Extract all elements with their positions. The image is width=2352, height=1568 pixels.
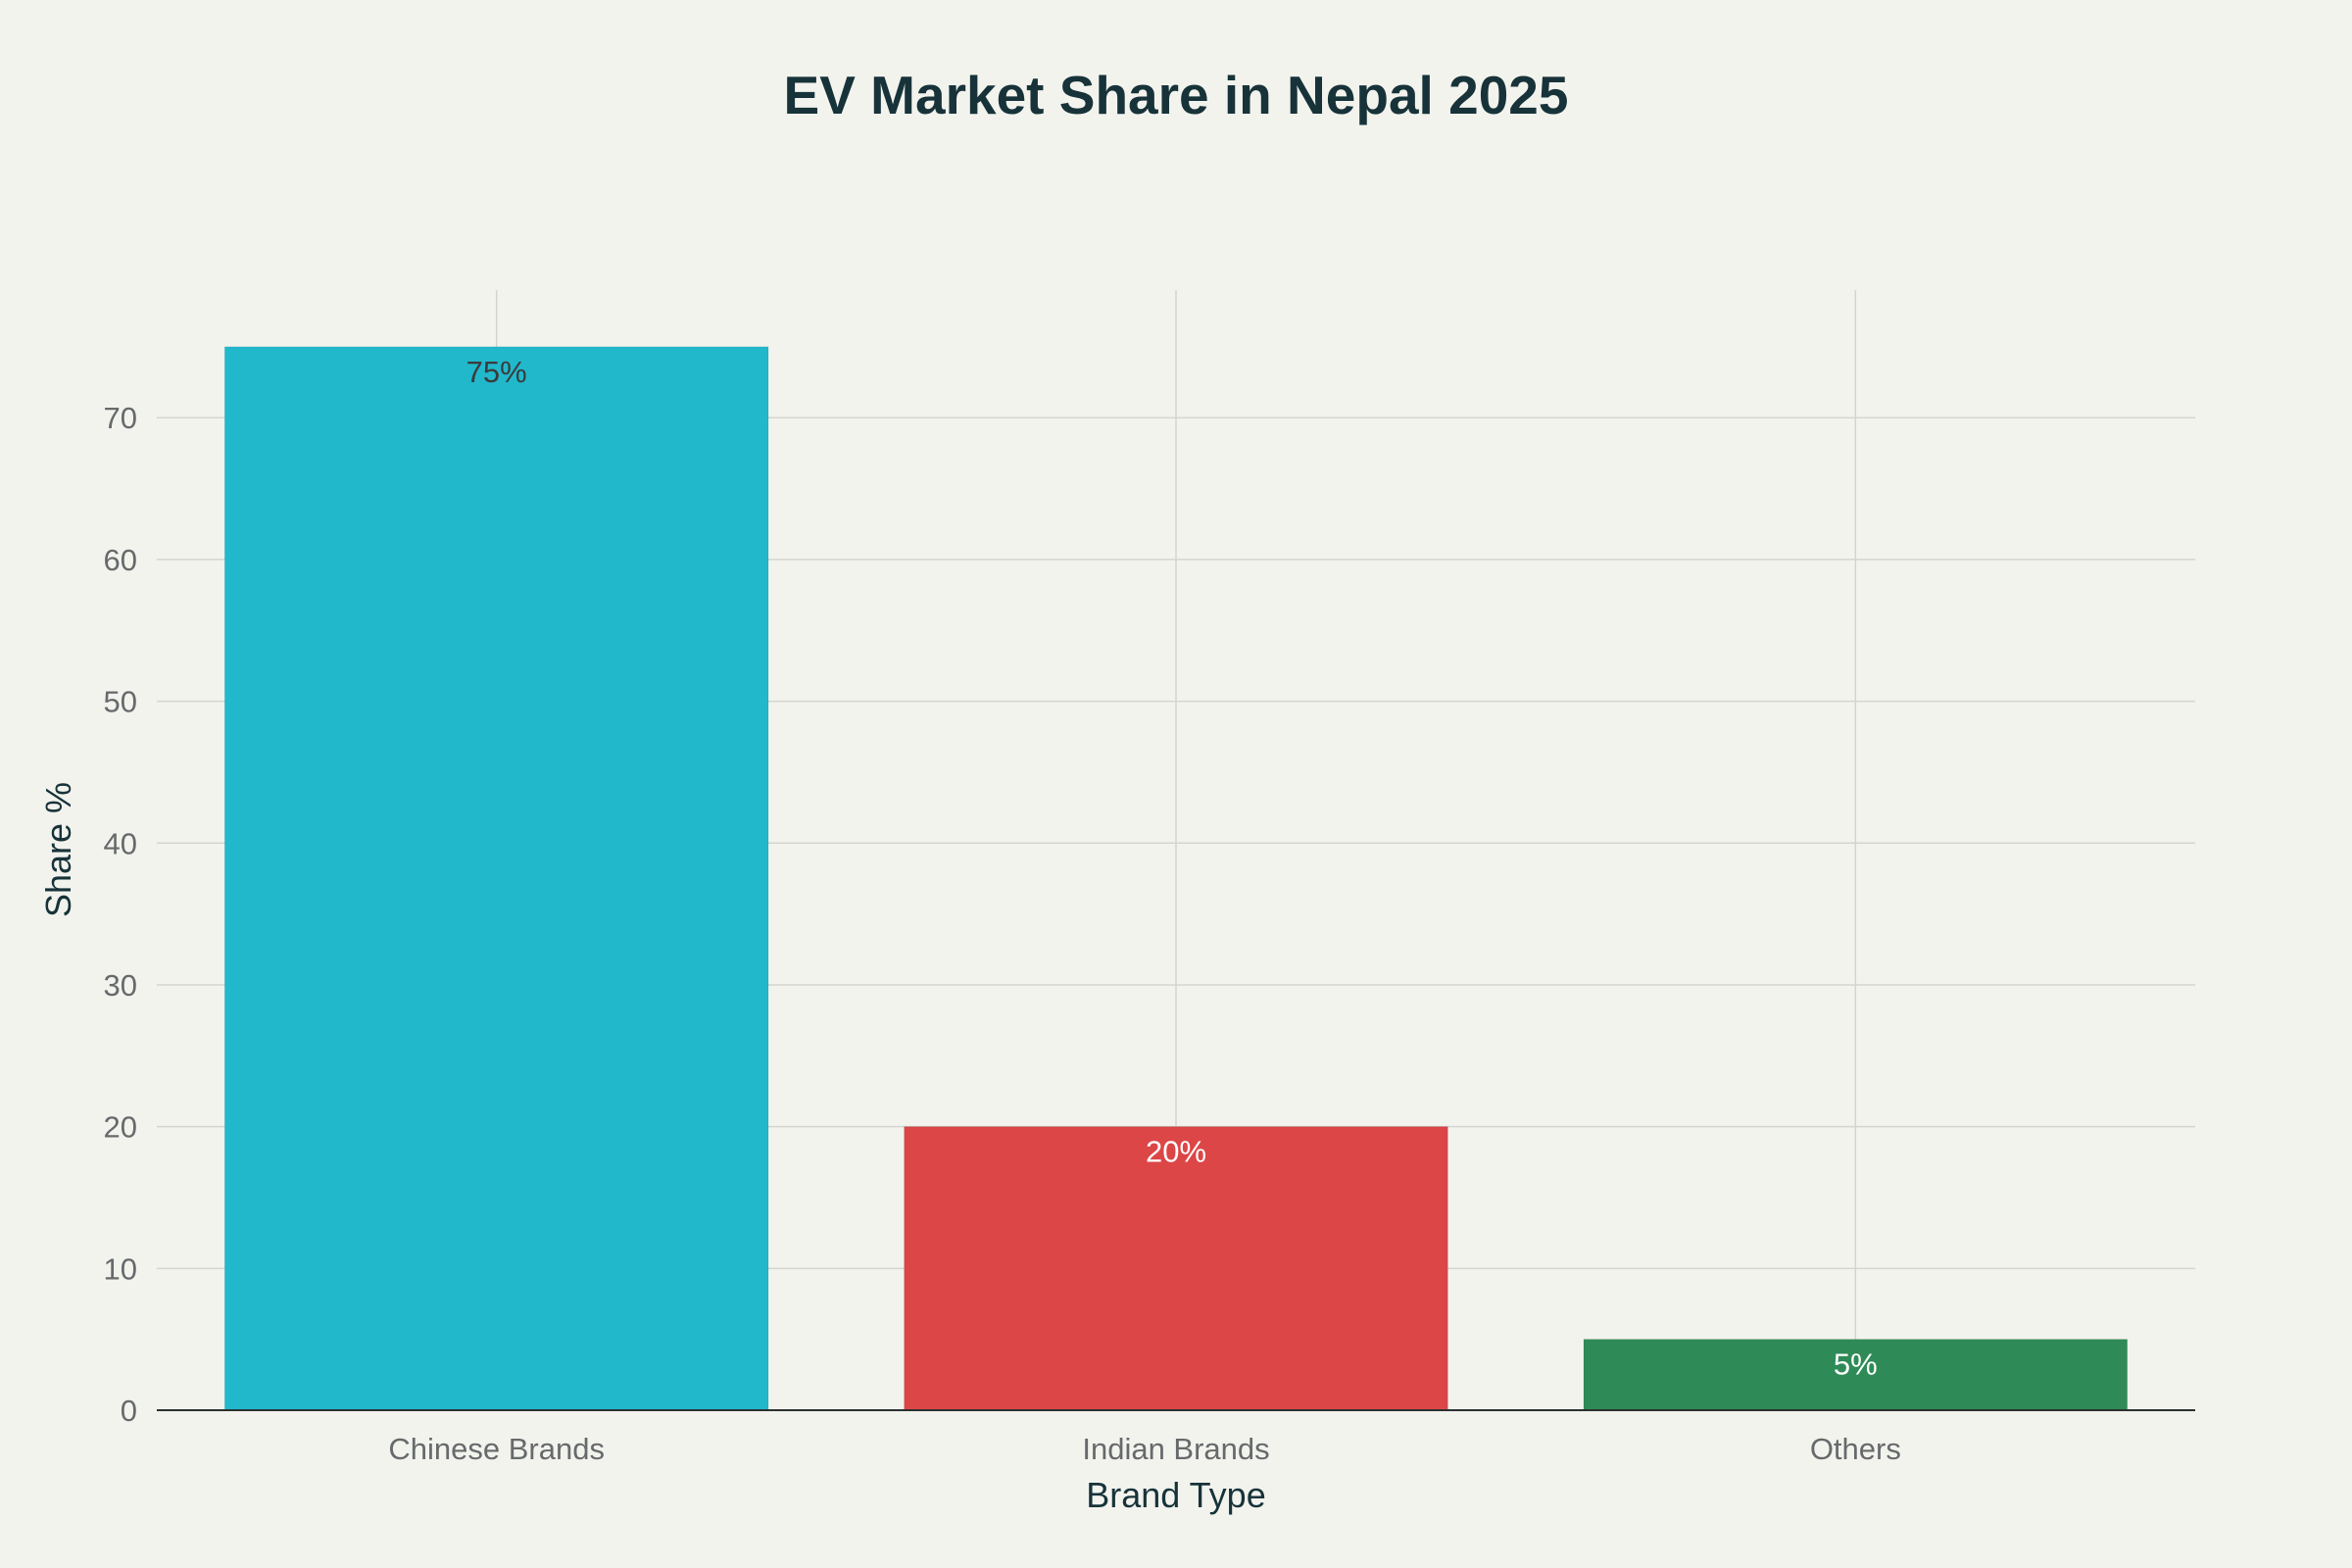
x-tick-label: Indian Brands [1082,1432,1269,1466]
data-label: 20% [1146,1135,1206,1169]
y-tick-label: 40 [104,826,137,860]
data-label: 5% [1834,1348,1878,1382]
label-layer: 0 10 20 30 40 50 60 70 75% Chinese Brands 20% India… [104,355,1901,1466]
x-tick-label: Others [1810,1432,1901,1466]
chart-title: EV Market Share in Nepal 2025 [784,65,1569,125]
y-tick-label: 20 [104,1110,137,1145]
y-tick-label: 10 [104,1251,137,1286]
y-tick-label: 30 [104,968,137,1003]
x-tick-label: Chinese Brands [388,1432,605,1466]
x-axis-title: Brand Type [1086,1475,1265,1515]
y-axis-title: Share % [38,782,78,917]
bar [223,346,769,1411]
y-tick-label: 60 [104,543,137,577]
y-tick-label: 50 [104,685,137,719]
data-label: 75% [466,355,527,389]
bar [904,1126,1448,1411]
y-tick-label: 0 [121,1394,137,1428]
y-tick-label: 70 [104,401,137,435]
